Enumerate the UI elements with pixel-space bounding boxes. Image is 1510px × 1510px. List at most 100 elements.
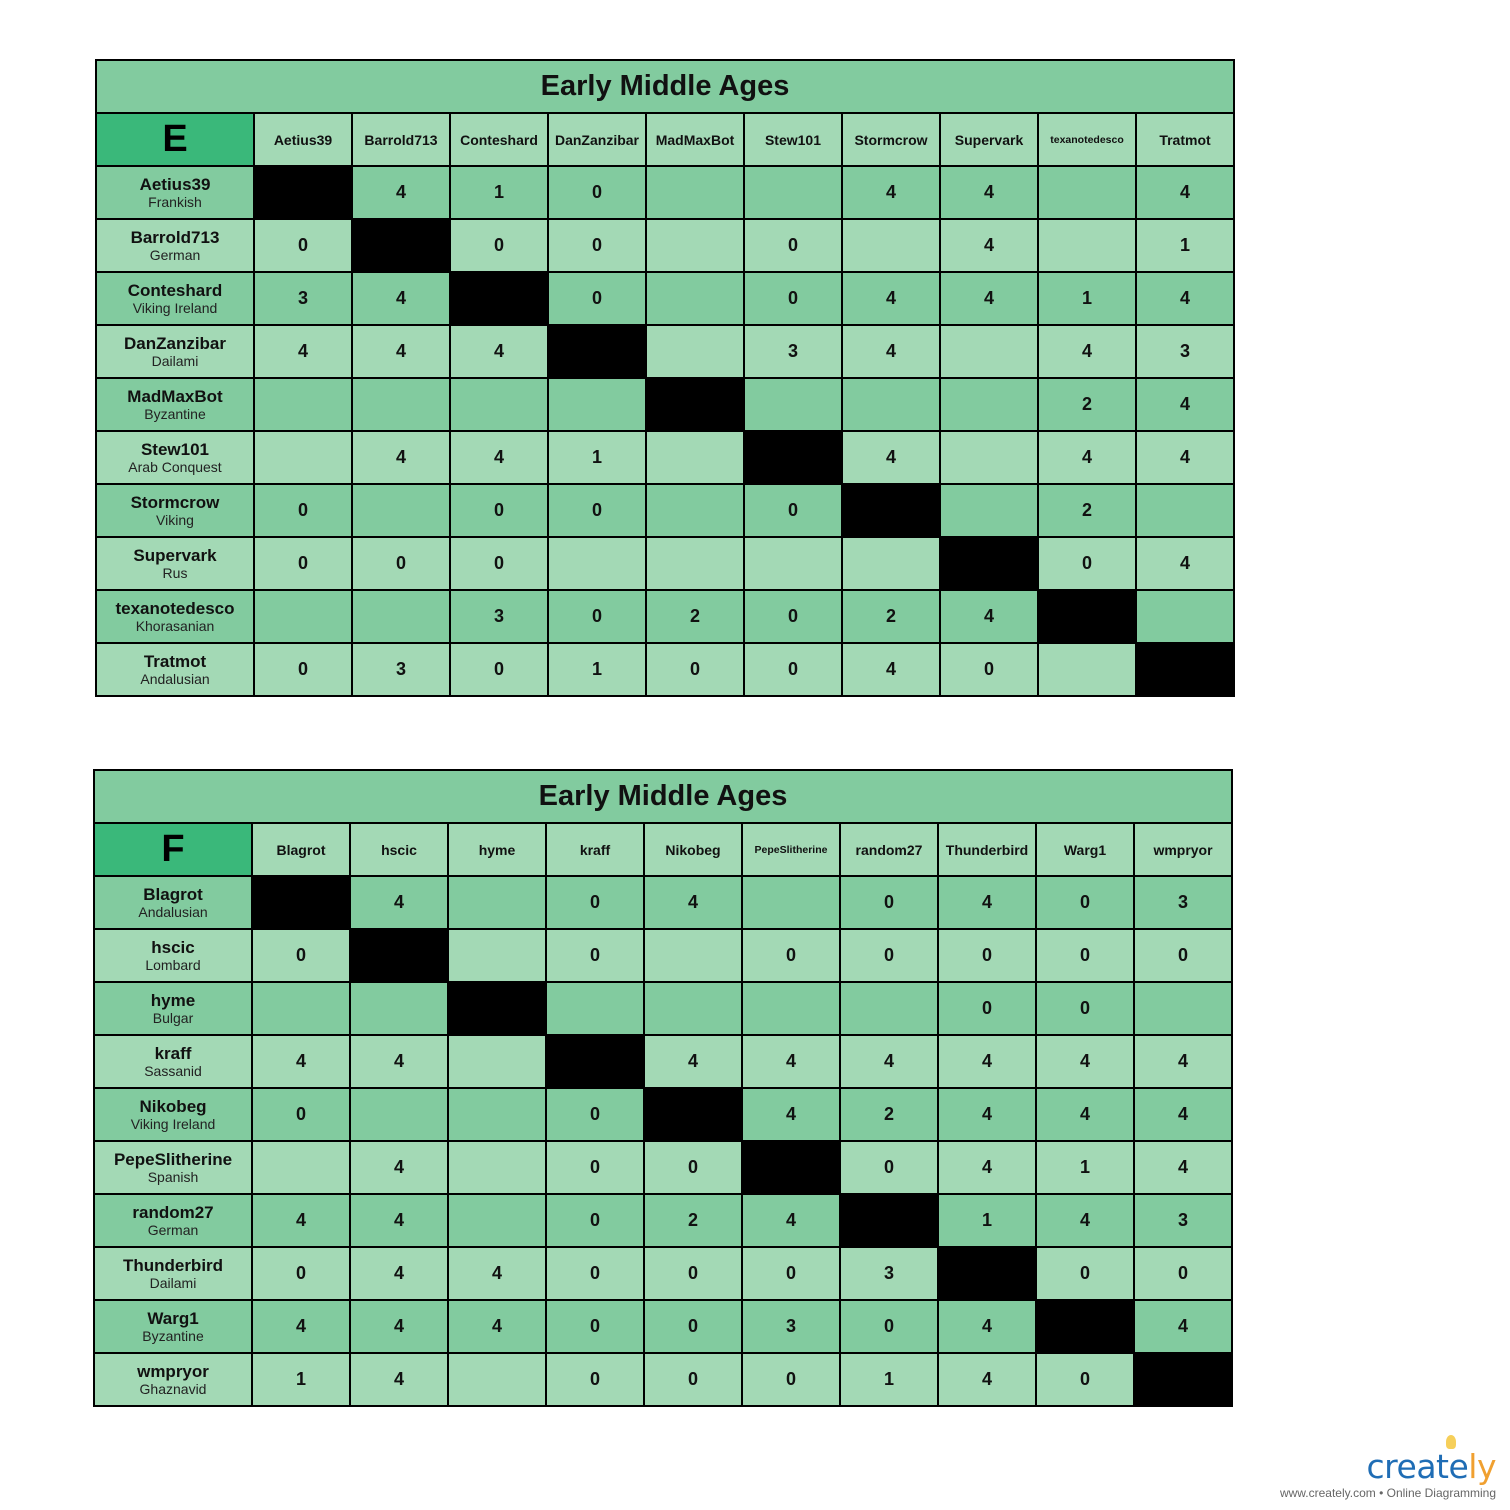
score-cell [547,377,647,432]
score-cell [645,218,745,273]
score-cell: 4 [251,1034,351,1089]
score-cell: 0 [645,642,745,697]
score-cell: 3 [741,1299,841,1354]
score-cell: 0 [545,1193,645,1248]
score-cell: 4 [643,875,743,930]
score-cell: 2 [643,1193,743,1248]
player-name: hscic [151,937,195,957]
score-cell: 0 [643,1299,743,1354]
player-name: Tratmot [143,651,207,671]
player-faction: Sassanid [144,1062,202,1079]
player-name: Nikobeg [139,1096,207,1116]
score-cell [351,589,451,644]
score-cell: 0 [449,218,549,273]
column-header: hscic [349,822,449,877]
score-cell: 0 [545,875,645,930]
score-cell [251,981,351,1036]
score-cell: 4 [351,165,451,220]
score-cell: 1 [937,1193,1037,1248]
table-row: Thunderbird Dailami 0 4 4 0 0 0 3 0 0 [93,1246,1233,1301]
score-cell: 4 [1135,536,1235,591]
score-cell: 0 [545,1087,645,1142]
score-cell [449,377,549,432]
diagonal-cell [447,981,547,1036]
score-cell: 0 [545,1352,645,1407]
score-cell: 4 [447,1299,547,1354]
player-name: MadMaxBot [127,386,223,406]
score-cell [251,1140,351,1195]
score-cell: 4 [349,1140,449,1195]
row-header: Stew101 Arab Conquest [95,430,255,485]
score-cell: 1 [251,1352,351,1407]
score-cell [645,536,745,591]
score-cell: 1 [839,1352,939,1407]
row-header: Blagrot Andalusian [93,875,253,930]
table-title: Early Middle Ages [95,59,1235,114]
score-cell: 3 [1135,324,1235,379]
score-cell: 0 [743,218,843,273]
score-cell: 3 [253,271,353,326]
table-row: MadMaxBot Byzantine 2 4 [95,377,1235,432]
player-faction: Andalusian [138,903,208,920]
score-cell [841,536,941,591]
score-cell [351,483,451,538]
row-header: hscic Lombard [93,928,253,983]
group-label: F [93,822,253,877]
score-cell: 0 [1035,981,1135,1036]
row-header: texanotedesco Khorasanian [95,589,255,644]
player-name: Thunderbird [122,1255,224,1275]
score-cell: 0 [643,1246,743,1301]
score-cell: 4 [251,1193,351,1248]
score-cell: 4 [939,218,1039,273]
diagonal-cell [841,483,941,538]
row-header: PepeSlitherine Spanish [93,1140,253,1195]
score-cell: 0 [547,589,647,644]
score-cell: 4 [349,1299,449,1354]
score-cell: 4 [937,1299,1037,1354]
score-cell [349,1087,449,1142]
score-cell: 2 [645,589,745,644]
score-cell: 0 [741,1352,841,1407]
score-cell: 0 [1133,928,1233,983]
score-cell: 4 [741,1087,841,1142]
score-cell: 0 [251,1246,351,1301]
score-cell: 4 [1133,1034,1233,1089]
score-cell [1037,642,1137,697]
score-cell [839,981,939,1036]
diagonal-cell [1035,1299,1135,1354]
player-name: kraff [154,1043,192,1063]
header-row: E Aetius39 Barrold713 Conteshard DanZanzibar… [95,112,1235,167]
score-cell [841,377,941,432]
score-cell: 2 [841,589,941,644]
player-faction: Bulgar [152,1009,194,1026]
score-cell: 4 [1133,1299,1233,1354]
score-cell: 1 [449,165,549,220]
diagonal-cell [1037,589,1137,644]
player-name: Stormcrow [130,492,220,512]
score-cell: 4 [841,324,941,379]
score-cell [253,589,353,644]
score-cell: 4 [841,271,941,326]
score-cell: 4 [1135,430,1235,485]
diagonal-cell [349,928,449,983]
watermark-tagline: www.creately.com • Online Diagramming [1279,1486,1496,1500]
score-cell [743,377,843,432]
score-cell: 0 [253,536,353,591]
score-cell: 0 [743,589,843,644]
player-name: Barrold713 [130,227,220,247]
diagonal-cell [251,875,351,930]
score-cell: 4 [939,271,1039,326]
diagonal-cell [449,271,549,326]
table-row: hyme Bulgar 0 0 [93,981,1233,1036]
score-cell: 1 [547,642,647,697]
score-cell: 0 [253,642,353,697]
score-cell: 0 [1037,536,1137,591]
table-row: hscic Lombard 0 0 0 0 0 0 0 [93,928,1233,983]
table-row: PepeSlitherine Spanish 4 0 0 0 4 1 4 [93,1140,1233,1195]
score-cell [939,483,1039,538]
score-cell [1133,981,1233,1036]
player-name: wmpryor [137,1361,209,1381]
group-label: E [95,112,255,167]
score-cell [939,377,1039,432]
score-cell: 0 [743,483,843,538]
